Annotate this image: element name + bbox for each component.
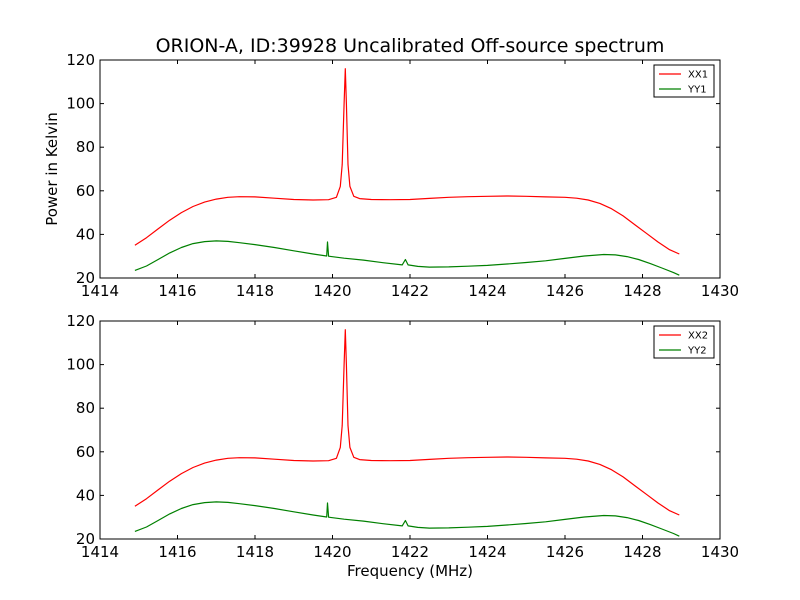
y-tick-label: 120 <box>66 312 95 330</box>
y-tick-label: 80 <box>76 138 95 156</box>
x-tick-label: 1422 <box>391 282 429 300</box>
legend-label: YY2 <box>687 346 707 357</box>
x-tick-label: 1428 <box>623 282 661 300</box>
x-tick-label: 1430 <box>701 282 739 300</box>
y-tick-label: 120 <box>66 51 95 69</box>
x-tick-label: 1430 <box>701 543 739 561</box>
legend-label: YY1 <box>687 85 707 96</box>
series-line-xx2 <box>134 329 680 516</box>
y-tick-label: 40 <box>76 225 95 243</box>
x-tick-label: 1424 <box>468 543 506 561</box>
x-tick-label: 1416 <box>158 543 196 561</box>
y-tick-label: 40 <box>76 486 95 504</box>
axes-frame <box>99 59 721 279</box>
x-tick-label: 1420 <box>313 282 351 300</box>
x-tick-label: 1416 <box>158 282 196 300</box>
y-tick-label: 60 <box>76 182 95 200</box>
legend-label: XX2 <box>688 331 708 342</box>
y-tick-label: 100 <box>66 95 95 113</box>
series-line-yy1 <box>134 240 680 276</box>
x-tick-label: 1414 <box>81 543 119 561</box>
bottom-panel: 1414 1416 1418 1420 1422 1424 1426 1428 1430 20 40… <box>66 312 739 561</box>
y-tick-label: 20 <box>76 530 95 548</box>
top-panel: 1414 1416 1418 1420 1422 1424 1426 1428 1430 20 40… <box>66 51 739 300</box>
x-tick-label: 1428 <box>623 543 661 561</box>
y-tick-label: 100 <box>66 356 95 374</box>
x-tick-label: 1426 <box>546 282 584 300</box>
x-axis-label: Frequency (MHz) <box>347 562 473 580</box>
x-tick-label: 1420 <box>313 543 351 561</box>
x-tick-label: 1418 <box>236 543 274 561</box>
legend-box <box>653 64 715 98</box>
series-line-xx1 <box>134 68 680 255</box>
y-axis-label: Power in Kelvin <box>43 112 61 226</box>
x-tick-label: 1422 <box>391 543 429 561</box>
y-tick-label: 20 <box>76 269 95 287</box>
x-tick-label: 1426 <box>546 543 584 561</box>
axes-frame <box>99 320 721 540</box>
y-tick-label: 60 <box>76 443 95 461</box>
legend-label: XX1 <box>688 70 708 81</box>
series-line-yy2 <box>134 501 680 537</box>
x-tick-label: 1414 <box>81 282 119 300</box>
legend-box <box>653 325 715 359</box>
x-tick-label: 1418 <box>236 282 274 300</box>
y-tick-label: 80 <box>76 399 95 417</box>
x-tick-label: 1424 <box>468 282 506 300</box>
figure-title: ORION-A, ID:39928 Uncalibrated Off-sourc… <box>156 35 665 57</box>
